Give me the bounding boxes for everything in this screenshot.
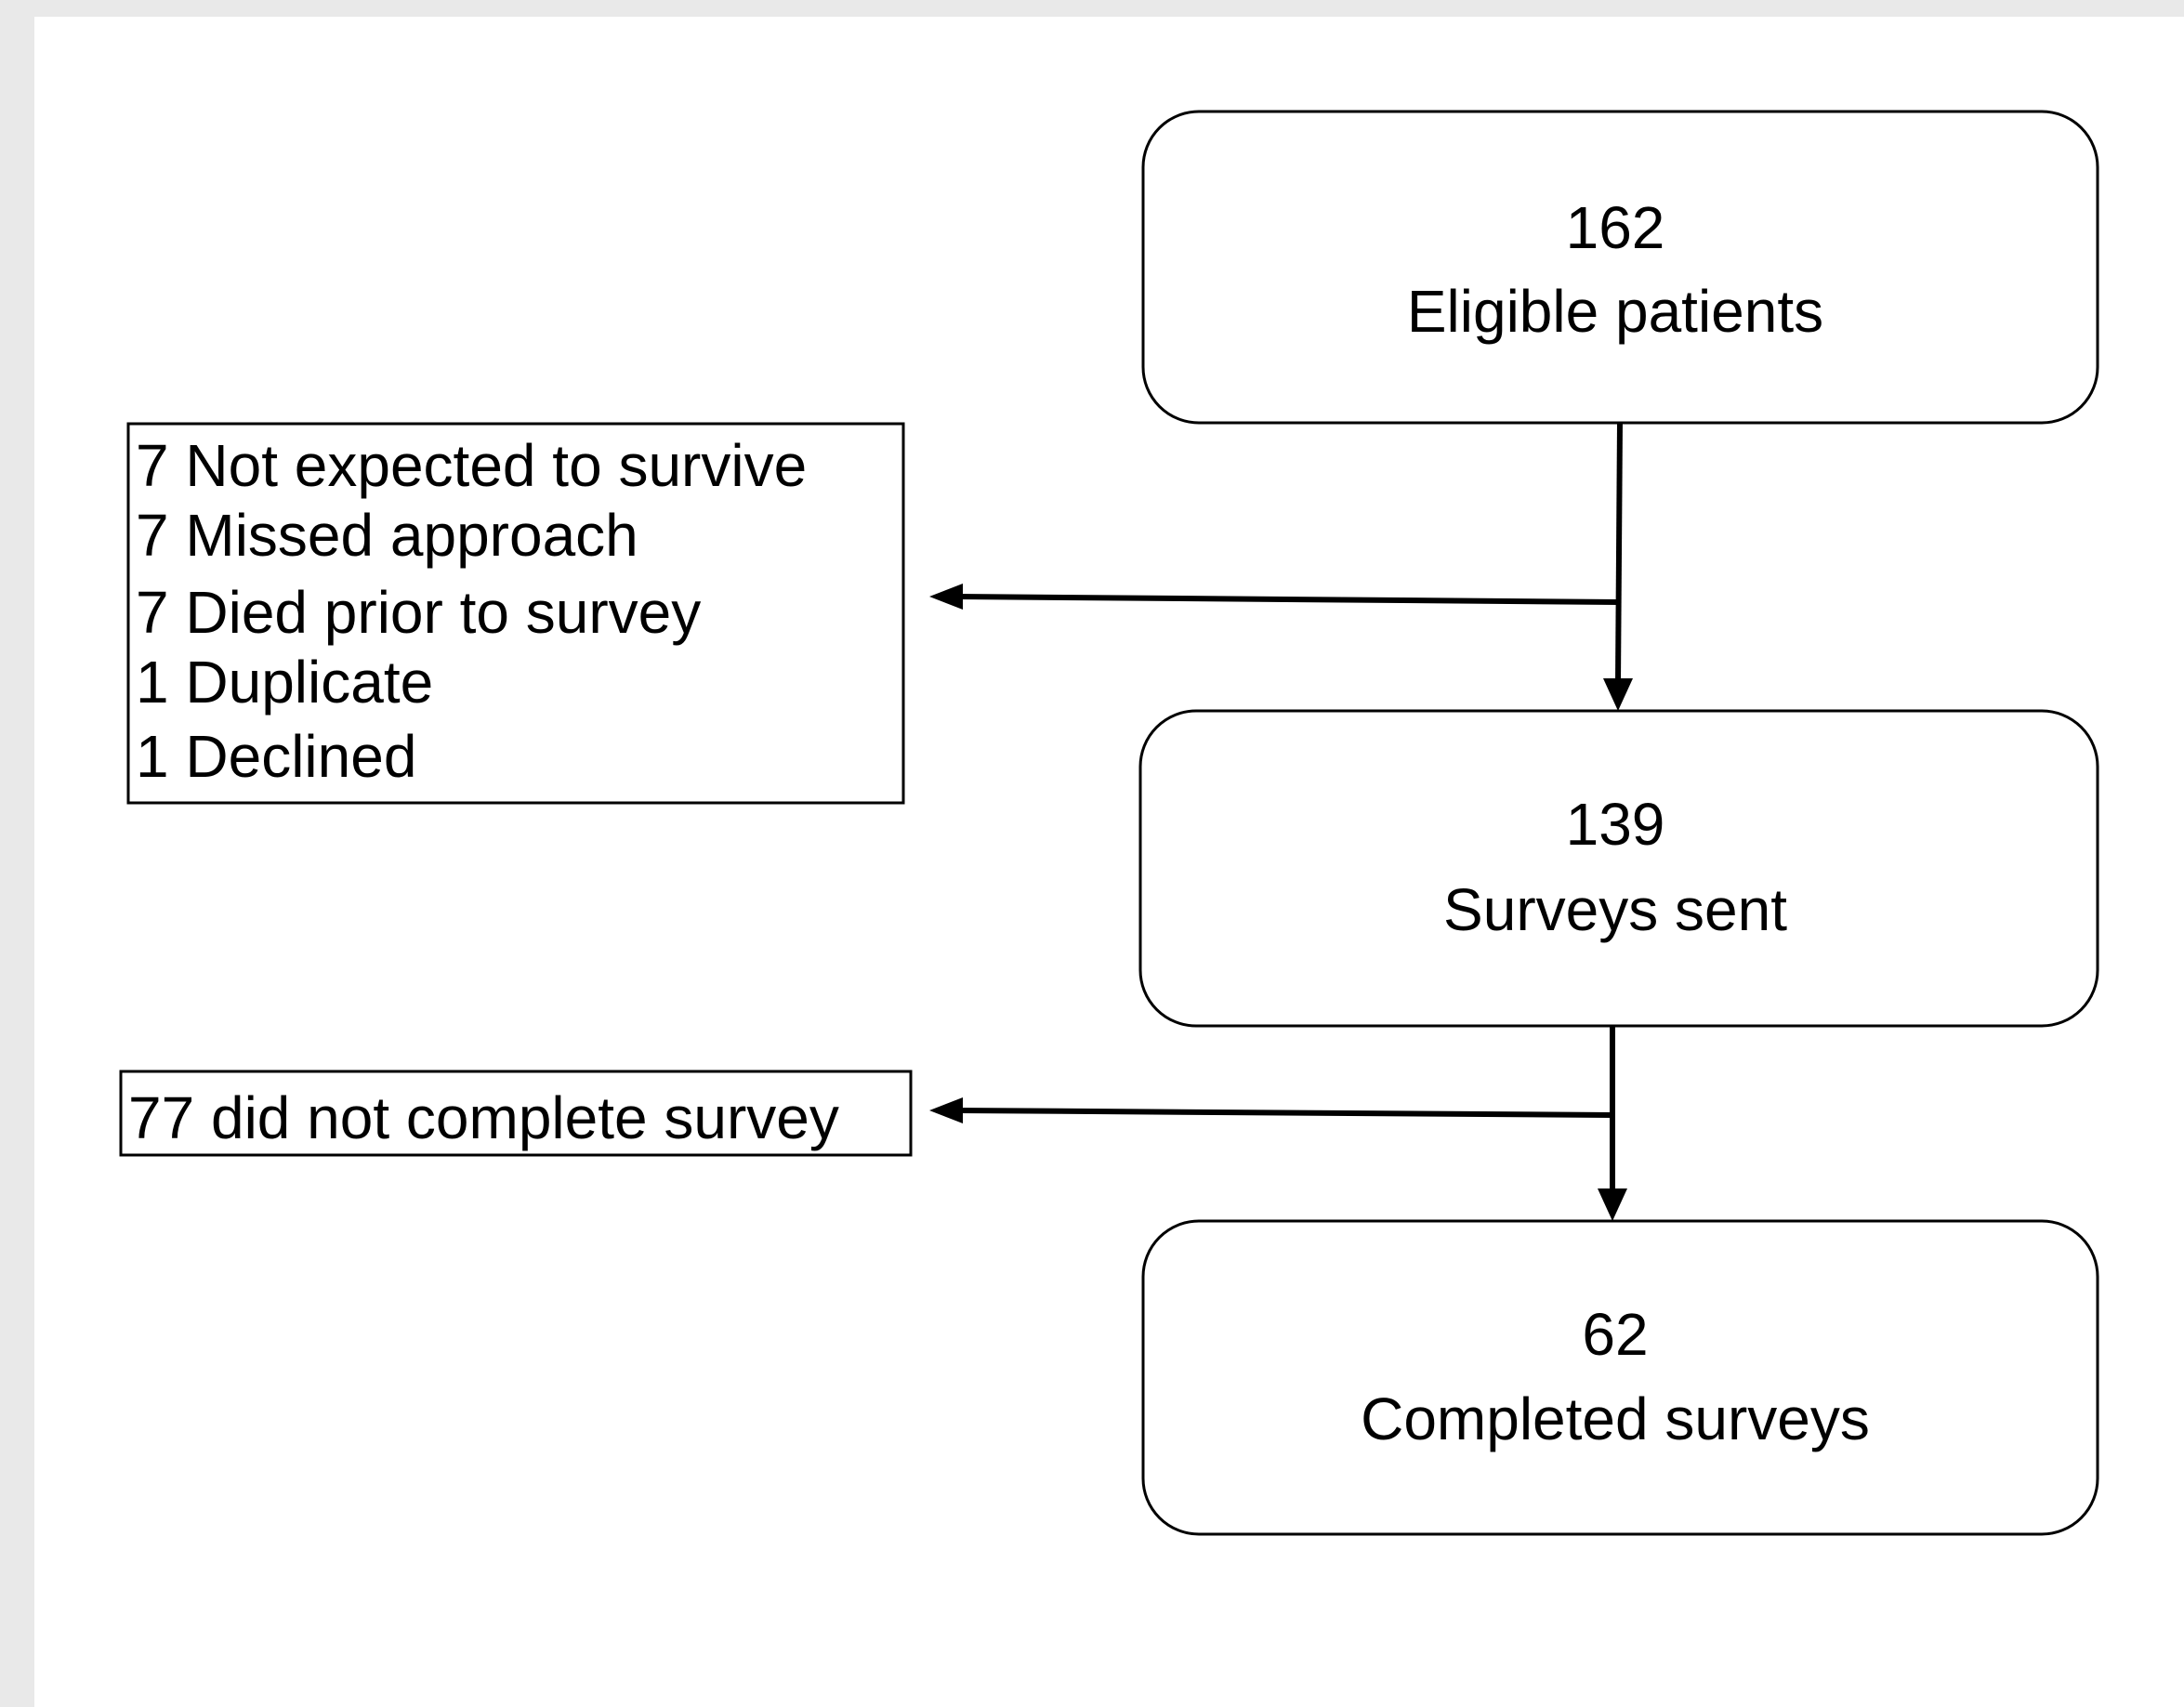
node-label: Eligible patients bbox=[1407, 278, 1823, 345]
exclusion-line: 7 Missed approach bbox=[136, 502, 638, 569]
exclusion-line: 77 did not complete survey bbox=[128, 1084, 839, 1151]
node-label: Surveys sent bbox=[1443, 876, 1787, 943]
node-box bbox=[1141, 110, 2099, 425]
arrowhead bbox=[929, 1097, 963, 1123]
node-count: 162 bbox=[1566, 194, 1665, 261]
exclusion-line: 7 Not expected to survive bbox=[136, 432, 807, 499]
node-label: Completed surveys bbox=[1361, 1385, 1870, 1452]
exclusion-line: 7 Died prior to survey bbox=[136, 579, 701, 646]
exclusion-line: 1 Duplicate bbox=[136, 649, 433, 716]
node-count: 139 bbox=[1566, 791, 1665, 858]
arrowhead bbox=[1603, 678, 1633, 711]
connector bbox=[956, 1108, 1613, 1118]
exclusion-box bbox=[119, 1070, 913, 1157]
arrowhead bbox=[929, 584, 963, 610]
node-box bbox=[1141, 1219, 2099, 1536]
node-count: 62 bbox=[1582, 1301, 1648, 1368]
arrowhead bbox=[1598, 1188, 1627, 1221]
exclusion-line: 1 Declined bbox=[136, 723, 416, 790]
connector bbox=[1615, 422, 1623, 684]
node-box bbox=[1138, 709, 2099, 1028]
exclusion-box bbox=[126, 422, 905, 805]
connector bbox=[956, 594, 1619, 605]
